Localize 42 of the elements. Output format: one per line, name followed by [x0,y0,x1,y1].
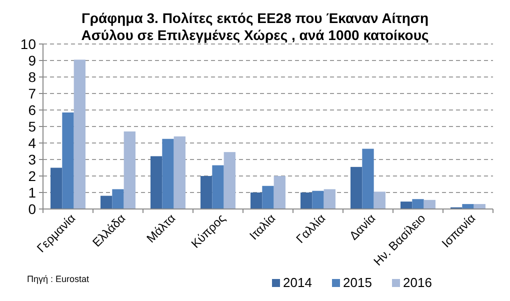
bar [274,176,286,209]
chart-title: Γράφημα 3. Πολίτες εκτός ΕΕ28 που Έκαναν Αίτηση Ασύλου σε Επιλεγμένες Χώρες , ανά 1000 κατοίκους [81,10,429,43]
legend-label: 2015 [343,275,372,290]
bar [112,189,124,209]
bar [74,60,86,209]
bar [224,152,236,209]
bar [62,112,74,209]
bar [374,192,386,209]
text: Πηγή : Eurostat [27,274,90,284]
legend-label: 2014 [283,275,312,290]
bar [412,199,424,209]
bar [50,168,62,209]
y-tick-label: 10 [20,36,36,52]
bar [462,204,474,209]
legend-label: 2016 [403,275,432,290]
bar [200,176,212,209]
bar [162,138,174,209]
y-tick-label: 6 [28,102,36,118]
y-tick-label: 9 [28,52,36,68]
bar [150,156,162,209]
bar [324,189,336,209]
bar [400,202,412,209]
bar [350,166,362,209]
y-tick-label: 3 [28,151,36,168]
bar [100,196,112,209]
y-tick-label: 7 [28,85,36,102]
y-tick-label: 8 [28,68,36,85]
y-tick-label: 0 [28,200,36,217]
bar [124,131,136,209]
y-tick-label: 4 [28,134,36,151]
bar [362,148,374,209]
y-tick-label: 1 [28,184,36,200]
bar [312,190,324,209]
y-tick-label: 5 [28,118,36,134]
bar [174,136,186,209]
bar [262,186,274,209]
bar [300,192,312,209]
bar [424,200,436,209]
bar [250,192,262,209]
y-tick-label: 2 [28,168,36,184]
bar [212,165,224,209]
bar [474,204,486,209]
